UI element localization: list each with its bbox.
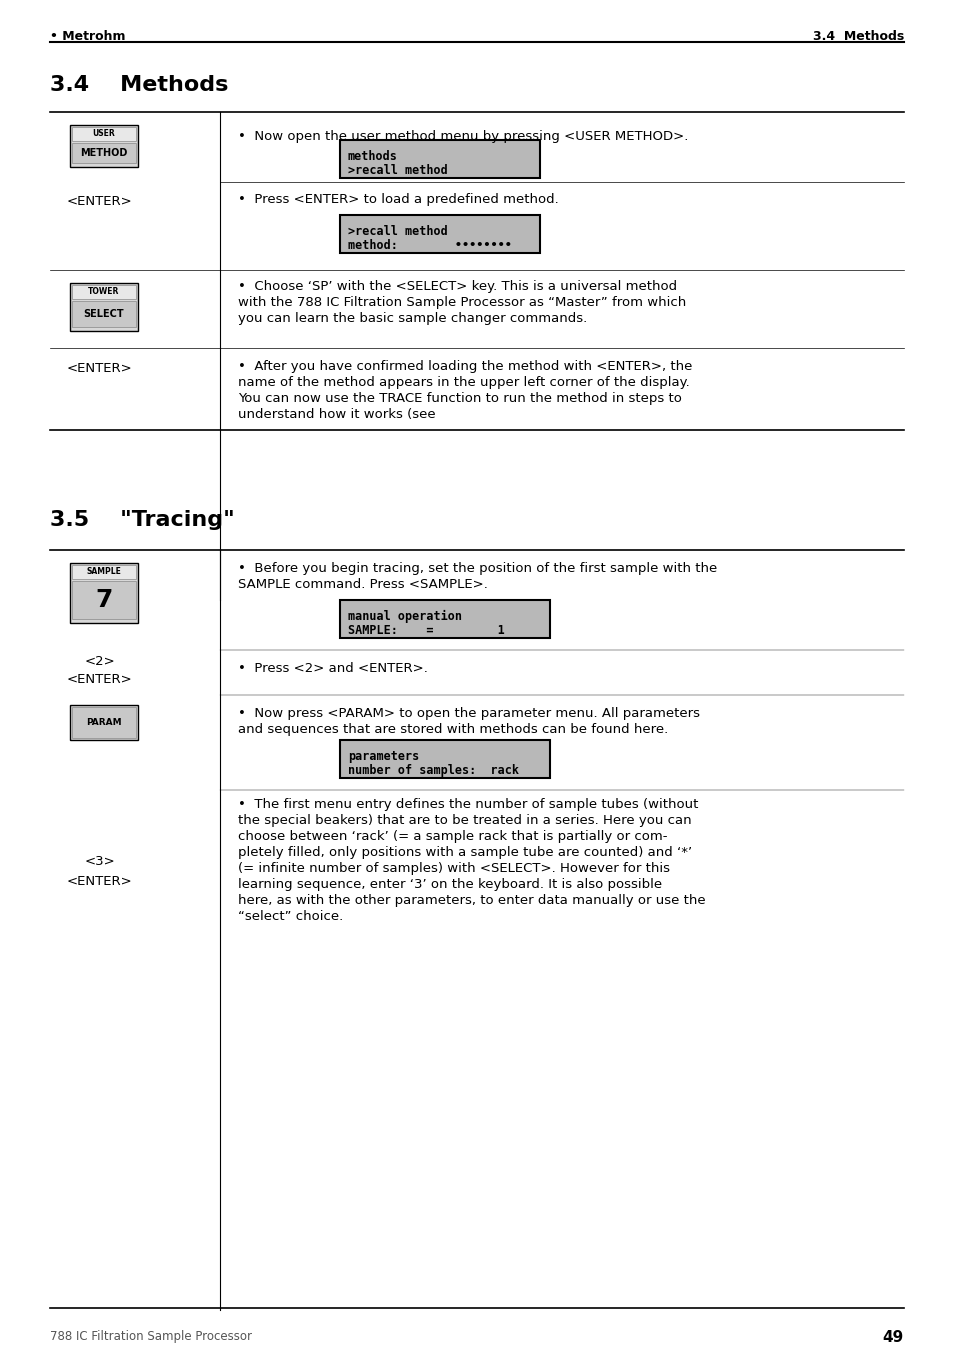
Bar <box>71 581 136 619</box>
Bar <box>70 563 138 623</box>
Text: methods: methods <box>348 150 397 163</box>
Text: •  Press <ENTER> to load a predefined method.: • Press <ENTER> to load a predefined met… <box>237 193 558 205</box>
Bar <box>71 127 136 141</box>
Bar <box>70 705 138 740</box>
Bar <box>339 141 539 178</box>
Text: here, as with the other parameters, to enter data manually or use the: here, as with the other parameters, to e… <box>237 894 705 907</box>
Text: (= infinite number of samples) with <SELECT>. However for this: (= infinite number of samples) with <SEL… <box>237 862 669 875</box>
Bar <box>71 565 136 580</box>
Text: You can now use the TRACE function to run the method in steps to: You can now use the TRACE function to ru… <box>237 392 681 405</box>
Text: learning sequence, enter ‘3’ on the keyboard. It is also possible: learning sequence, enter ‘3’ on the keyb… <box>237 878 661 892</box>
Text: 3.5    "Tracing": 3.5 "Tracing" <box>50 509 234 530</box>
Text: METHOD: METHOD <box>80 149 128 158</box>
Text: pletely filled, only positions with a sample tube are counted) and ‘*’: pletely filled, only positions with a sa… <box>237 846 691 859</box>
Text: 3.4  Methods: 3.4 Methods <box>812 30 903 43</box>
Text: 7: 7 <box>95 588 112 612</box>
Text: • Metrohm: • Metrohm <box>50 30 126 43</box>
Text: SAMPLE command. Press <SAMPLE>.: SAMPLE command. Press <SAMPLE>. <box>237 578 487 590</box>
Text: SAMPLE: SAMPLE <box>87 567 121 577</box>
Text: <3>: <3> <box>85 855 115 867</box>
Text: •  After you have confirmed loading the method with <ENTER>, the: • After you have confirmed loading the m… <box>237 359 692 373</box>
Text: USER: USER <box>92 130 115 139</box>
Text: and sequences that are stored with methods can be found here.: and sequences that are stored with metho… <box>237 723 667 736</box>
Text: SAMPLE:    =         1: SAMPLE: = 1 <box>348 624 504 638</box>
Text: •  Choose ‘SP’ with the <SELECT> key. This is a universal method: • Choose ‘SP’ with the <SELECT> key. Thi… <box>237 280 677 293</box>
Bar <box>70 282 138 331</box>
Text: method:        ••••••••: method: •••••••• <box>348 239 512 253</box>
Bar <box>71 707 136 738</box>
Bar <box>339 215 539 253</box>
Text: •  The first menu entry defines the number of sample tubes (without: • The first menu entry defines the numbe… <box>237 798 698 811</box>
Bar <box>339 600 550 638</box>
Text: >recall method: >recall method <box>348 226 447 238</box>
Text: number of samples:  rack: number of samples: rack <box>348 765 518 777</box>
Text: <2>: <2> <box>85 655 115 667</box>
Text: “select” choice.: “select” choice. <box>237 911 343 923</box>
Text: TOWER: TOWER <box>89 288 119 296</box>
Text: 3.4    Methods: 3.4 Methods <box>50 76 228 95</box>
Text: SELECT: SELECT <box>84 309 124 319</box>
Text: 788 IC Filtration Sample Processor: 788 IC Filtration Sample Processor <box>50 1329 252 1343</box>
Text: <ENTER>: <ENTER> <box>67 362 132 376</box>
Text: choose between ‘rack’ (= a sample rack that is partially or com-: choose between ‘rack’ (= a sample rack t… <box>237 830 667 843</box>
Text: 49: 49 <box>882 1329 903 1346</box>
Text: the special beakers) that are to be treated in a series. Here you can: the special beakers) that are to be trea… <box>237 815 691 827</box>
Text: <ENTER>: <ENTER> <box>67 673 132 686</box>
Text: understand how it works (see: understand how it works (see <box>237 408 439 422</box>
Text: •  Press <2> and <ENTER>.: • Press <2> and <ENTER>. <box>237 662 428 676</box>
Bar <box>70 126 138 168</box>
Text: name of the method appears in the upper left corner of the display.: name of the method appears in the upper … <box>237 376 689 389</box>
Text: with the 788 IC Filtration Sample Processor as “Master” from which: with the 788 IC Filtration Sample Proces… <box>237 296 685 309</box>
Text: you can learn the basic sample changer commands.: you can learn the basic sample changer c… <box>237 312 587 326</box>
Text: •  Now press <PARAM> to open the parameter menu. All parameters: • Now press <PARAM> to open the paramete… <box>237 707 700 720</box>
Text: PARAM: PARAM <box>86 717 122 727</box>
Bar <box>71 285 136 299</box>
Bar <box>339 740 550 778</box>
Bar <box>71 301 136 327</box>
Text: <ENTER>: <ENTER> <box>67 875 132 888</box>
Text: parameters: parameters <box>348 750 418 763</box>
Bar <box>71 143 136 163</box>
Text: <ENTER>: <ENTER> <box>67 195 132 208</box>
Text: >recall method: >recall method <box>348 163 447 177</box>
Text: manual operation: manual operation <box>348 611 461 623</box>
Text: •  Before you begin tracing, set the position of the first sample with the: • Before you begin tracing, set the posi… <box>237 562 717 576</box>
Text: •  Now open the user method menu by pressing <USER METHOD>.: • Now open the user method menu by press… <box>237 130 688 143</box>
